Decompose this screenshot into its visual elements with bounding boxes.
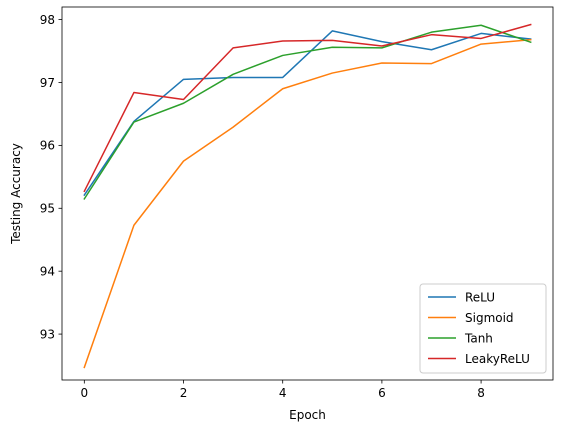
axes-frame bbox=[61, 6, 554, 381]
y-tick-label: 95 bbox=[40, 202, 55, 216]
legend-label-relu: ReLU bbox=[465, 290, 495, 304]
legend-box bbox=[419, 283, 547, 374]
legend: ReLU Sigmoid Tanh LeakyReLU bbox=[419, 283, 547, 374]
x-tick-label: 2 bbox=[180, 386, 188, 400]
x-axis-label: Epoch bbox=[289, 408, 326, 422]
x-tick-label: 8 bbox=[477, 386, 485, 400]
x-tick-label: 0 bbox=[80, 386, 88, 400]
series-line-sigmoid bbox=[83, 38, 532, 369]
y-tick-label: 96 bbox=[40, 139, 55, 153]
axes-layer: 0 2 4 6 8 93 94 95 96 97 98 bbox=[40, 6, 554, 400]
legend-label-leakyrelu: LeakyReLU bbox=[465, 352, 530, 366]
x-tick-label: 4 bbox=[279, 386, 287, 400]
x-tick-label: 6 bbox=[378, 386, 386, 400]
y-tick-label: 98 bbox=[40, 13, 55, 27]
y-axis-label: Testing Accuracy bbox=[9, 143, 23, 245]
legend-label-tanh: Tanh bbox=[464, 331, 493, 345]
y-tick-label: 94 bbox=[40, 264, 55, 278]
series-line-leakyrelu bbox=[83, 23, 532, 193]
series-line-tanh bbox=[83, 24, 532, 200]
y-tick-label: 97 bbox=[40, 76, 55, 90]
legend-label-sigmoid: Sigmoid bbox=[465, 311, 514, 325]
y-tick-label: 93 bbox=[40, 327, 55, 341]
series-layer bbox=[83, 23, 532, 369]
series-line-relu bbox=[83, 30, 532, 197]
